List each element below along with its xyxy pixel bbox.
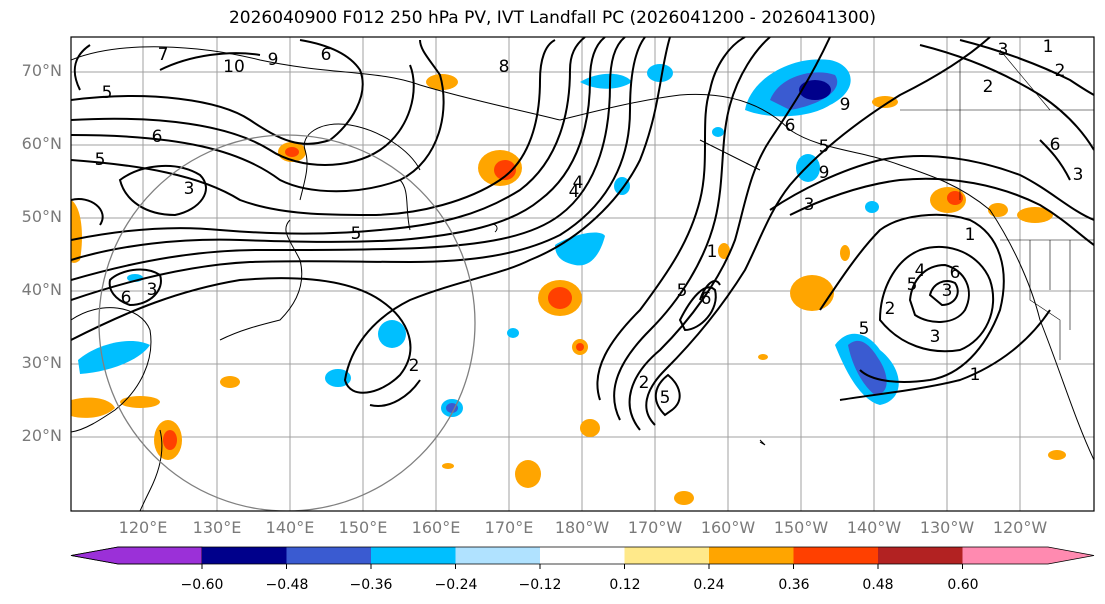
colorbar-tick-label: 0.24 bbox=[693, 577, 725, 593]
contour-label: 1 bbox=[1043, 37, 1054, 57]
lat-label: 20°N bbox=[21, 426, 62, 445]
contour-label: 8 bbox=[499, 57, 510, 77]
contour-label: 4 bbox=[915, 261, 926, 281]
colorbar-tick-label: −0.60 bbox=[180, 577, 224, 593]
lon-label: 170°E bbox=[484, 518, 534, 537]
lat-label: 70°N bbox=[21, 61, 62, 80]
lat-label: 40°N bbox=[21, 280, 62, 299]
lat-label: 30°N bbox=[21, 353, 62, 372]
contour-label: 2 bbox=[983, 77, 994, 97]
contour-label: 2 bbox=[639, 373, 650, 393]
colorbar-tick-label: 0.36 bbox=[778, 577, 810, 593]
contour-label: 10 bbox=[223, 57, 245, 77]
lon-label: 120°E bbox=[118, 518, 168, 537]
contour-label: 5 bbox=[859, 319, 870, 339]
contour-label: 3 bbox=[184, 179, 195, 199]
colorbar-tick-label: −0.12 bbox=[518, 577, 562, 593]
contour-label: 9 bbox=[840, 95, 851, 115]
contour-label: 5 bbox=[351, 224, 362, 244]
contour-label: 1 bbox=[970, 365, 981, 385]
contour-label: 5 bbox=[660, 388, 671, 408]
landfall-circle bbox=[98, 134, 476, 511]
state-borders bbox=[900, 49, 1094, 360]
contour-label: 3 bbox=[1073, 165, 1084, 185]
contour-label: 5 bbox=[819, 137, 830, 157]
lat-label: 60°N bbox=[21, 134, 62, 153]
lon-label: 130°E bbox=[192, 518, 242, 537]
contour-label: 6 bbox=[1050, 135, 1061, 155]
contour-label: 1 bbox=[965, 225, 976, 245]
lon-label: 150°E bbox=[338, 518, 388, 537]
colorbar-tick-label: −0.48 bbox=[265, 577, 309, 593]
contour-label: 6 bbox=[701, 289, 712, 309]
contour-label: 2 bbox=[1055, 61, 1066, 81]
pv-contours bbox=[71, 37, 1094, 431]
lon-label: 120°W bbox=[992, 518, 1048, 537]
lon-label: 170°W bbox=[627, 518, 683, 537]
contour-label: 5 bbox=[102, 83, 113, 103]
contour-label: 4 bbox=[569, 182, 580, 202]
contour-label: 3 bbox=[804, 195, 815, 215]
colorbar-tick-label: 0.60 bbox=[947, 577, 979, 593]
contour-label: 5 bbox=[677, 281, 688, 301]
contour-label: 2 bbox=[885, 299, 896, 319]
colorbar-tick-label: −0.36 bbox=[349, 577, 393, 593]
contour-label: 6 bbox=[121, 288, 132, 308]
contour-label: 3 bbox=[147, 280, 158, 300]
contour-label: 1 bbox=[707, 242, 718, 262]
lon-label: 140°W bbox=[846, 518, 902, 537]
lon-label: 150°W bbox=[773, 518, 829, 537]
contour-label: 6 bbox=[321, 45, 332, 65]
colorbar-tick-label: 0.12 bbox=[609, 577, 641, 593]
contour-label: 3 bbox=[998, 40, 1009, 60]
contour-label: 9 bbox=[268, 50, 279, 70]
contour-label: 6 bbox=[152, 127, 163, 147]
lon-label: 140°E bbox=[265, 518, 315, 537]
contour-label: 9 bbox=[819, 163, 830, 183]
contour-label: 5 bbox=[95, 150, 106, 170]
contour-label: 5 bbox=[907, 275, 918, 295]
lon-label: 160°W bbox=[700, 518, 756, 537]
contour-label: 6 bbox=[785, 116, 796, 136]
contour-label: 2 bbox=[409, 356, 420, 376]
contour-label: 3 bbox=[942, 281, 953, 301]
contour-label: 3 bbox=[930, 327, 941, 347]
lon-label: 180°W bbox=[554, 518, 610, 537]
map-title: 2026040900 F012 250 hPa PV, IVT Landfall… bbox=[228, 8, 876, 28]
contour-labels: 5 6 5 3 5 2 7 10 9 6 8 4 2 5 9 6 5 9 3 1… bbox=[95, 37, 1084, 408]
lon-label: 130°W bbox=[919, 518, 975, 537]
colorbar-tick-label: 0.48 bbox=[862, 577, 894, 593]
contour-label: 6 bbox=[950, 263, 961, 283]
colorbar-tick-label: −0.24 bbox=[434, 577, 478, 593]
lon-label: 160°E bbox=[411, 518, 461, 537]
contour-label: 4 bbox=[573, 173, 584, 193]
ivt-shading bbox=[71, 59, 1066, 505]
contour-label: 7 bbox=[158, 45, 169, 65]
lat-label: 50°N bbox=[21, 207, 62, 226]
